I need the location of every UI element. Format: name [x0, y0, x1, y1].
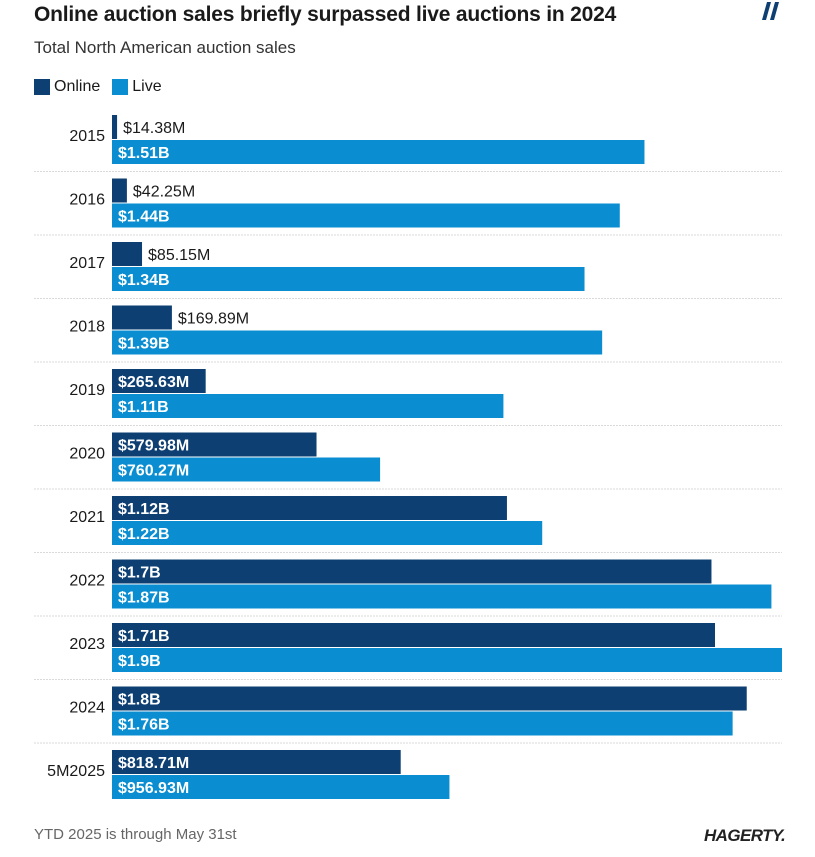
bar-live: [112, 140, 645, 164]
bar-live: [112, 267, 585, 291]
bar-online: [112, 750, 401, 774]
bar-online: [112, 496, 507, 520]
legend-label-online: Online: [54, 78, 101, 95]
bar-live: [112, 775, 450, 799]
data-label-online: $1.8B: [118, 692, 161, 709]
data-label-live: $1.22B: [118, 526, 170, 543]
bar-live: [112, 584, 772, 609]
bar-online: [112, 242, 143, 266]
category-label: 2016: [69, 192, 105, 209]
data-label-online: $85.15M: [148, 247, 210, 264]
data-label-online: $1.7B: [118, 565, 161, 582]
data-label-live: $1.11B: [118, 399, 169, 416]
bar-online: [112, 686, 747, 711]
data-label-live: $956.93M: [118, 780, 189, 797]
category-label: 2015: [69, 128, 105, 145]
legend-swatch-online: [34, 79, 50, 95]
bar-live: [112, 203, 620, 228]
category-label: 2022: [69, 573, 105, 590]
data-label-online: $579.98M: [118, 438, 189, 455]
data-label-live: $1.76B: [118, 717, 170, 734]
category-label: 5M2025: [47, 763, 105, 780]
legend-label-live: Live: [132, 78, 162, 95]
data-label-live: $1.51B: [118, 145, 170, 162]
data-label-live: $1.34B: [118, 272, 170, 289]
bar-online: [112, 559, 712, 584]
data-label-live: $1.87B: [118, 590, 170, 607]
data-label-online: $1.12B: [118, 501, 170, 518]
bar-online: [112, 115, 118, 139]
data-label-live: $1.44B: [118, 209, 170, 226]
data-label-live: $760.27M: [118, 463, 189, 480]
data-label-online: $818.71M: [118, 755, 189, 772]
data-label-online: $14.38M: [123, 120, 185, 137]
category-label: 2021: [69, 509, 105, 526]
data-label-online: $1.71B: [118, 628, 170, 645]
category-label: 2019: [69, 382, 105, 399]
category-label: 2017: [69, 255, 105, 272]
legend-swatch-live: [112, 79, 129, 95]
chart-title: Online auction sales briefly surpassed l…: [34, 3, 617, 26]
bar-live: [112, 711, 733, 736]
bar-live: [112, 648, 782, 672]
bar-online: [112, 623, 715, 647]
brand-logo: HAGERTY.: [704, 826, 786, 845]
brand-slash-icon: [762, 2, 779, 20]
bar-online: [112, 305, 172, 330]
category-label: 2023: [69, 636, 105, 653]
legend-item-live: Live: [112, 78, 162, 96]
data-label-online: $42.25M: [133, 184, 195, 201]
legend-item-online: Online: [34, 78, 100, 96]
data-label-live: $1.9B: [118, 653, 161, 670]
bar-online: [112, 432, 317, 457]
bar-online: [112, 369, 206, 393]
bar-online: [112, 178, 127, 203]
data-label-live: $1.39B: [118, 336, 170, 353]
chart-legend: Online Live: [34, 78, 174, 96]
bar-live: [112, 457, 381, 482]
bar-live: [112, 394, 504, 418]
category-label: 2018: [69, 319, 105, 336]
chart-subtitle: Total North American auction sales: [34, 38, 296, 57]
bar-live: [112, 521, 543, 545]
data-label-online: $169.89M: [178, 311, 249, 328]
category-label: 2020: [69, 446, 105, 463]
bar-live: [112, 330, 603, 355]
data-label-online: $265.63M: [118, 374, 189, 391]
category-label: 2024: [69, 700, 105, 717]
footer-note: YTD 2025 is through May 31st: [34, 826, 237, 843]
